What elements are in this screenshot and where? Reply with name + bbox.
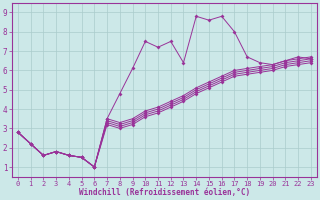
X-axis label: Windchill (Refroidissement éolien,°C): Windchill (Refroidissement éolien,°C) bbox=[79, 188, 250, 197]
